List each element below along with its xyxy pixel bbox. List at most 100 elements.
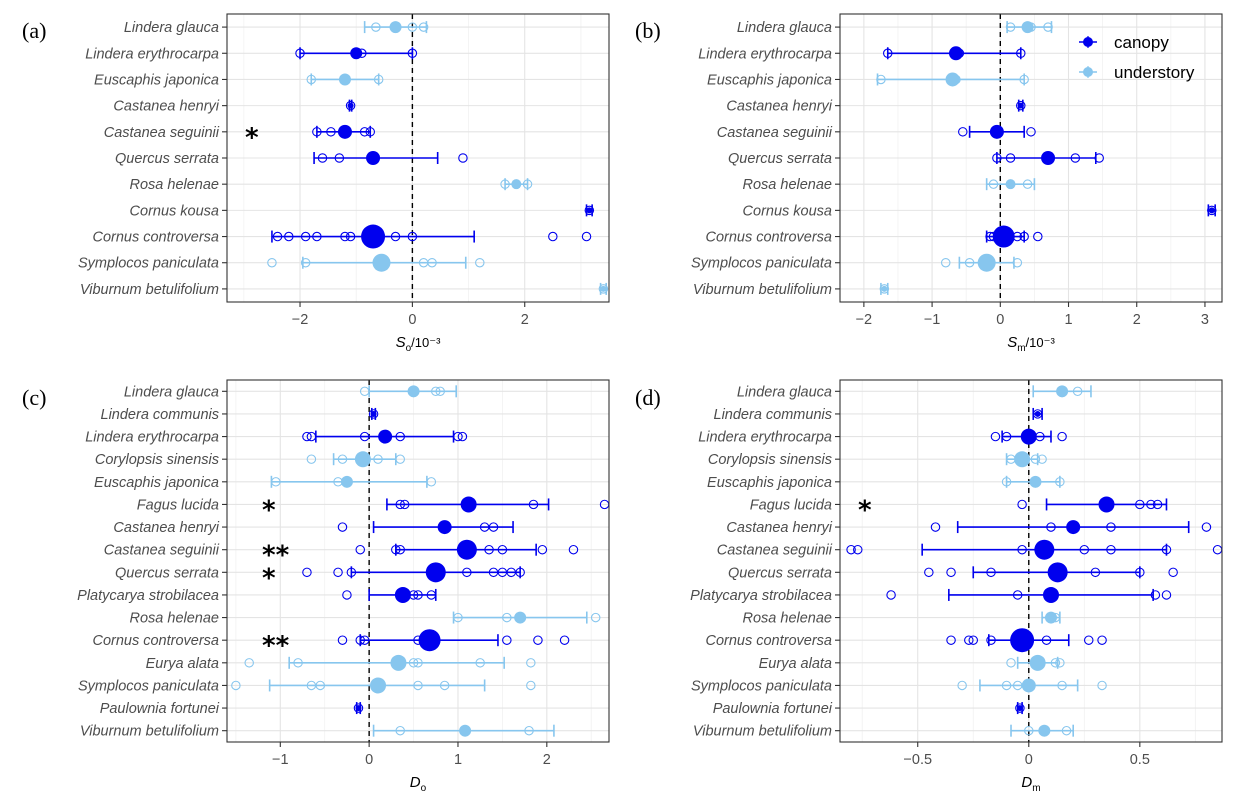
legend-swatch-dot: [1083, 67, 1093, 77]
y-tick-label-lindera-communis: Lindera communis: [101, 407, 219, 423]
mean-point: [370, 410, 377, 417]
panel-label: (b): [635, 18, 661, 43]
observation-point: [302, 431, 312, 442]
mean-point: [378, 429, 393, 444]
x-axis-label-sub: o: [406, 343, 412, 354]
series-point-symplocos-paniculata-understory: [957, 678, 1107, 693]
series-point-lindera-erythrocarpa-canopy: [882, 46, 1026, 61]
observation-point: [886, 590, 896, 600]
series-point-eurya-alata-understory: [244, 654, 536, 671]
mean-point: [1017, 102, 1024, 109]
panel-a: −2 0 2 Lindera glauca Lindera erythrocarpa Eu…: [22, 13, 610, 354]
mean-point: [948, 46, 963, 61]
mean-point: [1034, 410, 1041, 417]
series-point-symplocos-paniculata-understory: [940, 253, 1023, 272]
y-tick-label-rosa-helenae: Rosa helenae: [130, 177, 220, 193]
observation-point: [1016, 100, 1026, 111]
mean-point: [460, 496, 477, 513]
y-tick-label-viburnum-betulifolium: Viburnum betulifolium: [693, 724, 832, 740]
y-tick-label-cornus-kousa: Cornus kousa: [130, 203, 219, 219]
mean-point: [1042, 586, 1059, 603]
series-point-lindera-erythrocarpa-canopy: [295, 47, 418, 60]
mean-point: [407, 385, 420, 398]
observation-point: [968, 635, 979, 645]
mean-point: [338, 73, 351, 86]
panel-label: (c): [22, 385, 46, 410]
x-tick-label: 1: [1064, 312, 1072, 328]
x-tick-label: 0: [996, 312, 1004, 328]
significance-marker: *: [858, 495, 872, 525]
significance-marker: *: [262, 563, 276, 593]
observation-point: [231, 680, 241, 691]
series-point-cornus-controversa-canopy: [946, 628, 1107, 653]
mean-point: [1098, 496, 1115, 513]
observation-point: [1201, 522, 1212, 532]
y-tick-label-platycarya-strobilacea: Platycarya strobilacea: [690, 588, 832, 604]
significance-marker: **: [262, 631, 290, 661]
series-point-euscaphis-japonica-understory: [306, 73, 384, 86]
series-point-castanea-henryi-canopy: [345, 99, 356, 112]
observation-point: [526, 680, 536, 691]
series-point-fagus-lucida-canopy: [386, 496, 610, 513]
mean-point: [1038, 724, 1051, 737]
series-point-corylopsis-sinensis-understory: [306, 451, 405, 468]
y-tick-label-viburnum-betulifolium: Viburnum betulifolium: [80, 282, 219, 298]
mean-point: [1014, 451, 1031, 468]
mean-point: [1021, 21, 1034, 34]
observation-point: [475, 257, 485, 268]
panel-d: −0.5 0 0.5 Lindera glauca Lindera communis Li…: [635, 379, 1223, 794]
x-axis-label-suffix: /10⁻³: [1026, 335, 1056, 350]
observation-point: [1026, 127, 1036, 137]
mean-point: [425, 562, 446, 583]
series-point-rosa-helenae-understory: [500, 178, 533, 191]
observation-point: [957, 680, 967, 691]
mean-point: [418, 629, 441, 652]
series-point-fagus-lucida-canopy: [1017, 496, 1168, 513]
series-point-cornus-controversa-canopy: [271, 224, 592, 249]
observation-point: [846, 544, 856, 555]
y-tick-label-quercus-serrata: Quercus serrata: [115, 565, 219, 581]
series-point-platycarya-strobilacea-canopy: [342, 586, 437, 603]
significance-marker: *: [262, 495, 276, 525]
series-point-quercus-serrata-canopy: [313, 151, 468, 165]
observation-point: [526, 658, 536, 668]
series-point-rosa-helenae-understory: [985, 178, 1036, 191]
panel-b: −2 −1 0 1 2 3 Lindera glauca Lindera erythrocar…: [635, 13, 1223, 354]
mean-point: [1208, 207, 1215, 214]
observation-point: [940, 257, 951, 268]
observation-point: [267, 257, 277, 268]
series-point-castanea-henryi-canopy: [1016, 99, 1026, 112]
observation-point: [458, 153, 468, 163]
mean-point: [511, 179, 522, 190]
observation-point: [590, 612, 601, 623]
series-point-castanea-henryi-canopy: [337, 520, 514, 535]
x-tick-label: 0: [1025, 752, 1033, 768]
y-tick-label-quercus-serrata: Quercus serrata: [728, 565, 832, 581]
mean-point: [600, 285, 607, 292]
observation-point: [1097, 680, 1107, 691]
series-point-castanea-seguinii-canopy: [846, 539, 1223, 560]
x-axis-label: So/10⁻³: [396, 334, 442, 354]
mean-point: [340, 475, 353, 488]
y-tick-label-eurya-alata: Eurya alata: [759, 656, 832, 672]
observation-point: [1168, 567, 1178, 578]
y-tick-label-eurya-alata: Eurya alata: [146, 656, 219, 672]
y-tick-label-viburnum-betulifolium: Viburnum betulifolium: [693, 282, 832, 298]
y-tick-label-rosa-helenae: Rosa helenae: [743, 177, 833, 193]
series-point-lindera-glauca-understory: [1005, 21, 1053, 34]
series-point-quercus-serrata-canopy: [992, 151, 1104, 165]
y-tick-label-fagus-lucida: Fagus lucida: [750, 497, 832, 513]
mean-point: [366, 151, 381, 165]
y-tick-label-symplocos-paniculata: Symplocos paniculata: [691, 256, 832, 272]
observation-point: [368, 409, 379, 419]
y-tick-label-corylopsis-sinensis: Corylopsis sinensis: [95, 452, 219, 468]
series-point-rosa-helenae-understory: [1041, 611, 1061, 624]
mean-point: [992, 225, 1015, 248]
series-point-lindera-glauca-understory: [1032, 385, 1092, 398]
observation-point: [355, 544, 366, 555]
mean-point: [370, 677, 387, 694]
series-point-castanea-seguinii-canopy: [312, 124, 375, 139]
legend-label: understory: [1114, 63, 1195, 82]
mean-point: [389, 21, 402, 34]
series-point-lindera-communis-canopy: [368, 407, 379, 420]
